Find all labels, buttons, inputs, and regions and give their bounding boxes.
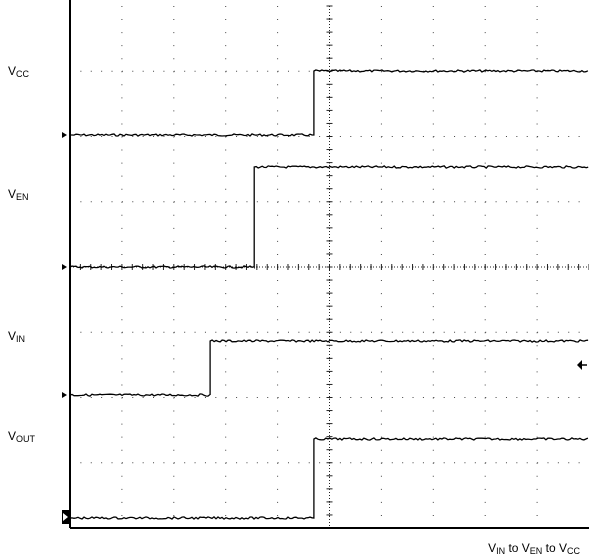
ground-marker-in: [62, 392, 67, 398]
ground-markers: [62, 132, 587, 524]
trace-en: [69, 165, 589, 270]
trace-in: [69, 339, 589, 397]
trace-out: [69, 437, 589, 520]
traces: [69, 69, 589, 520]
reference-box-arrow: [63, 513, 68, 521]
channel-label-in: VIN: [8, 329, 25, 344]
channel-label-en: VEN: [8, 187, 29, 202]
channel-label-cc: VCC: [8, 64, 30, 79]
chart-caption: VIN to VEN to VCC: [488, 541, 580, 556]
trace-cc: [70, 69, 589, 137]
channel-labels: VCC VEN VIN VOUT: [8, 64, 36, 444]
ground-marker-en: [62, 264, 67, 270]
plot-frame: [69, 0, 589, 529]
channel-label-out: VOUT: [8, 429, 36, 444]
ground-marker-cc: [62, 132, 67, 138]
trigger-marker: [577, 360, 582, 370]
